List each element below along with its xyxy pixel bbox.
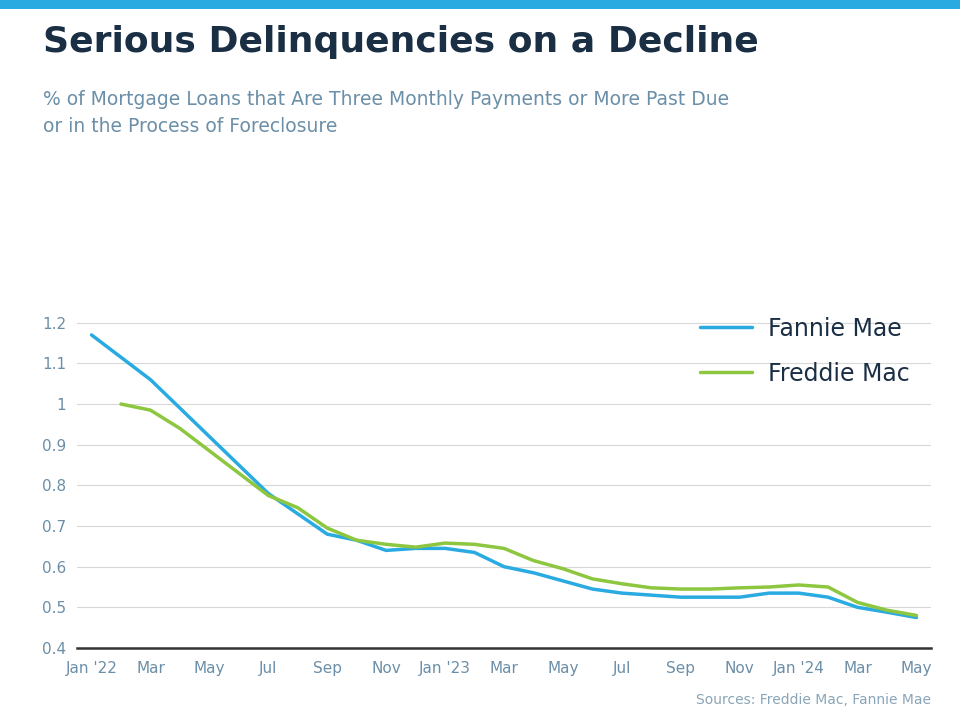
Fannie Mae [705, 593, 716, 601]
Fannie Mae [645, 591, 657, 600]
Freddie Mac [528, 557, 540, 565]
Fannie Mae [204, 432, 215, 441]
Fannie Mae [410, 544, 421, 553]
Fannie Mae [528, 569, 540, 577]
Freddie Mac [793, 580, 804, 589]
Fannie Mae [262, 489, 274, 498]
Legend: Fannie Mae, Freddie Mac: Fannie Mae, Freddie Mac [690, 307, 920, 395]
Fannie Mae [380, 546, 392, 554]
Fannie Mae [616, 589, 628, 598]
Freddie Mac [587, 575, 598, 583]
Freddie Mac [292, 503, 303, 512]
Freddie Mac [734, 583, 746, 592]
Fannie Mae [911, 613, 923, 622]
Text: Serious Delinquencies on a Decline: Serious Delinquencies on a Decline [43, 25, 759, 59]
Freddie Mac [763, 582, 775, 591]
Freddie Mac [645, 583, 657, 592]
Freddie Mac [616, 580, 628, 588]
Fannie Mae [823, 593, 834, 601]
Fannie Mae [292, 510, 303, 518]
Freddie Mac [380, 540, 392, 549]
Fannie Mae [351, 536, 363, 544]
Fannie Mae [793, 589, 804, 598]
Line: Freddie Mac: Freddie Mac [121, 404, 917, 616]
Text: Sources: Freddie Mac, Fannie Mae: Sources: Freddie Mac, Fannie Mae [696, 693, 931, 707]
Fannie Mae [557, 577, 568, 585]
Fannie Mae [734, 593, 746, 601]
Freddie Mac [675, 585, 686, 593]
Fannie Mae [145, 375, 156, 384]
Freddie Mac [204, 446, 215, 455]
Fannie Mae [322, 530, 333, 539]
Fannie Mae [233, 461, 245, 469]
Freddie Mac [881, 606, 893, 614]
Fannie Mae [675, 593, 686, 601]
Freddie Mac [174, 424, 185, 433]
Fannie Mae [587, 585, 598, 593]
Freddie Mac [322, 523, 333, 532]
Fannie Mae [498, 562, 510, 571]
Freddie Mac [498, 544, 510, 553]
Freddie Mac [705, 585, 716, 593]
Line: Fannie Mae: Fannie Mae [91, 335, 917, 618]
Freddie Mac [852, 598, 863, 607]
Fannie Mae [440, 544, 451, 553]
Freddie Mac [145, 406, 156, 415]
Freddie Mac [823, 582, 834, 591]
Fannie Mae [174, 404, 185, 413]
Freddie Mac [911, 611, 923, 620]
Freddie Mac [440, 539, 451, 547]
Fannie Mae [468, 548, 480, 557]
Freddie Mac [233, 469, 245, 477]
Freddie Mac [262, 491, 274, 500]
Fannie Mae [763, 589, 775, 598]
Fannie Mae [852, 603, 863, 612]
Text: % of Mortgage Loans that Are Three Monthly Payments or More Past Due
or in the P: % of Mortgage Loans that Are Three Month… [43, 90, 730, 135]
Freddie Mac [410, 543, 421, 552]
Freddie Mac [351, 536, 363, 544]
Freddie Mac [557, 564, 568, 573]
Fannie Mae [85, 330, 97, 339]
Fannie Mae [881, 608, 893, 616]
Freddie Mac [115, 400, 127, 408]
Freddie Mac [468, 540, 480, 549]
Fannie Mae [115, 353, 127, 361]
